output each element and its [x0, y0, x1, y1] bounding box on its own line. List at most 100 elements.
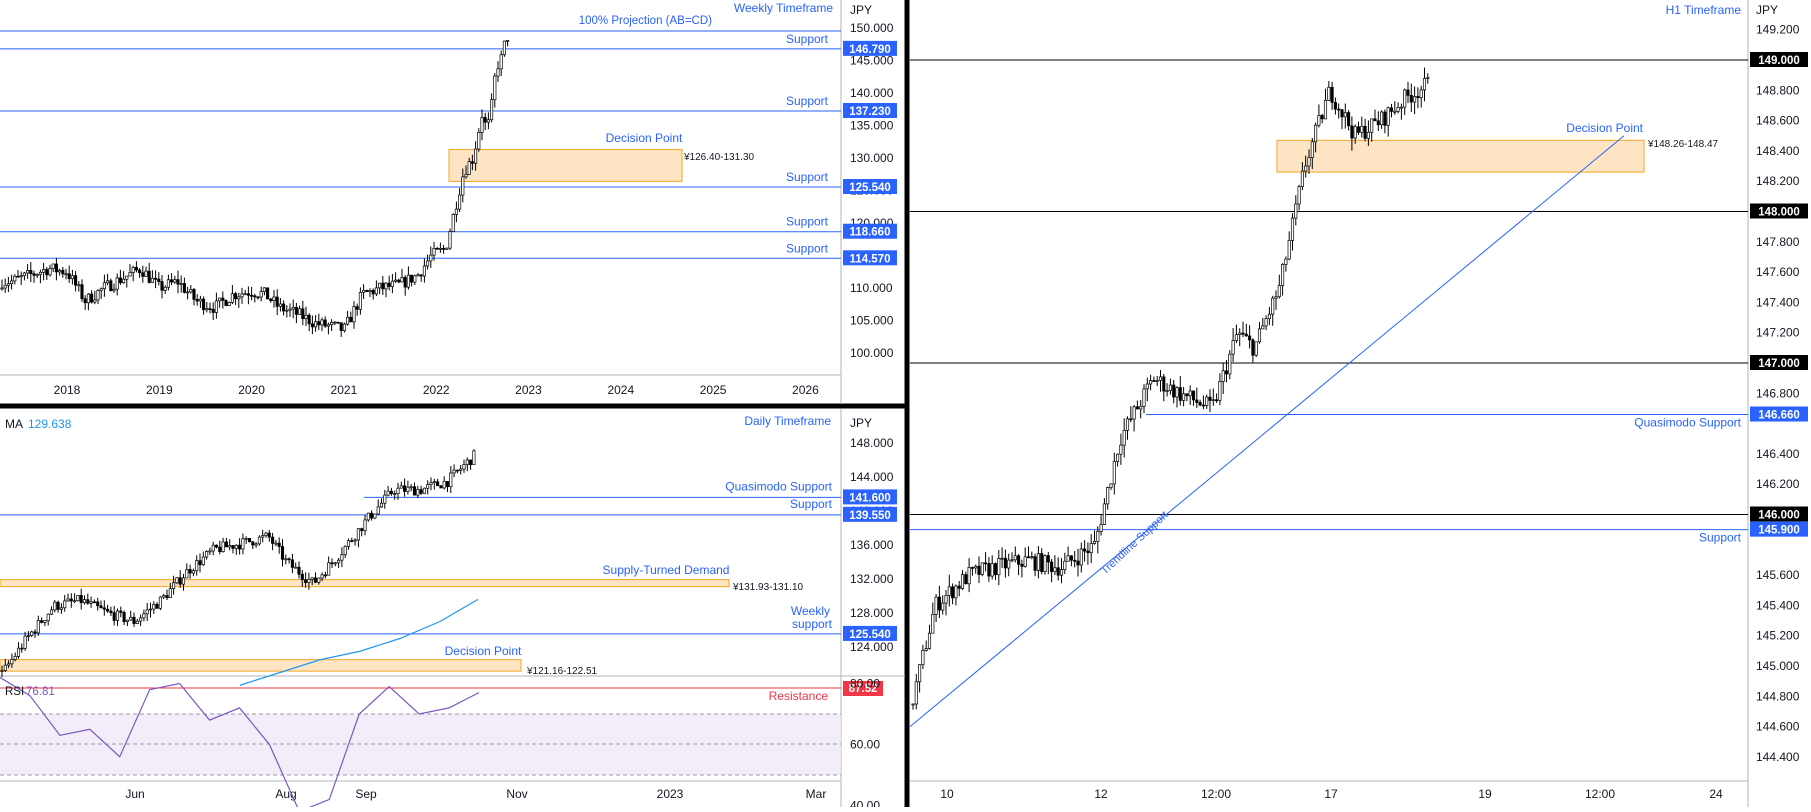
- h1-candle-body: [1211, 399, 1215, 402]
- daily-candle-body: [30, 631, 34, 636]
- weekly-x-tick: 2021: [331, 383, 358, 397]
- weekly-candle-body: [112, 288, 116, 292]
- h1-candle-body: [1145, 383, 1149, 390]
- h1-candle-body: [1244, 333, 1248, 337]
- h1-candle-body: [1191, 390, 1196, 401]
- weekly-candle-body: [490, 99, 494, 121]
- h1-level-label: Quasimodo Support: [1634, 416, 1741, 430]
- h1-candle-body: [1399, 106, 1403, 109]
- daily-candle-body: [16, 647, 21, 657]
- rsi-resistance-badge: [843, 681, 883, 696]
- daily-candle-body: [337, 559, 341, 564]
- h1-candle-body: [1271, 297, 1275, 315]
- h1-candle-body: [964, 574, 968, 585]
- daily-candle-body: [360, 528, 364, 532]
- weekly-currency-label: JPY: [850, 3, 872, 17]
- weekly-candle-body: [131, 266, 135, 273]
- weekly-decision-zone: [448, 149, 683, 182]
- h1-y-tick: 144.600: [1756, 720, 1800, 734]
- weekly-candle-body: [256, 296, 260, 299]
- weekly-candle-body: [67, 273, 71, 280]
- daily-x-axis: Jun Aug Sep Nov 2023 Mar: [125, 787, 826, 801]
- h1-candle-body: [1149, 380, 1153, 385]
- weekly-y-tick: 150.000: [850, 21, 894, 35]
- weekly-candle-body: [323, 319, 327, 327]
- weekly-level-label: Support: [786, 241, 829, 255]
- h1-candle-body: [1409, 95, 1413, 103]
- h1-candle-body: [970, 567, 974, 569]
- weekly-candle-body: [454, 208, 458, 215]
- weekly-x-tick: 2025: [700, 383, 727, 397]
- h1-candle-body: [1287, 240, 1291, 260]
- weekly-candle-body: [176, 279, 180, 285]
- weekly-candle-body: [253, 295, 257, 298]
- h1-candle-body: [1033, 556, 1037, 571]
- daily-candle-body: [221, 541, 225, 552]
- daily-candle-body: [165, 595, 169, 599]
- weekly-candle-body: [150, 277, 154, 283]
- daily-candle-body: [346, 540, 351, 547]
- daily-level-value-badge: [843, 625, 897, 641]
- weekly-candle-body: [310, 323, 314, 328]
- daily-candle-body: [132, 616, 136, 624]
- h1-candle-body: [927, 632, 932, 649]
- h1-x-tick: 10: [940, 787, 954, 801]
- h1-candle-body: [1162, 376, 1166, 392]
- weekly-candle-body: [330, 321, 334, 326]
- h1-candle-body: [1096, 531, 1100, 542]
- daily-level-value: 125.540: [849, 629, 891, 641]
- weekly-candle-body: [506, 40, 510, 42]
- h1-level-value: 146.660: [1758, 410, 1800, 422]
- daily-y-tick: 144.000: [850, 470, 894, 484]
- daily-candle-body: [356, 528, 360, 541]
- weekly-candle-body: [304, 314, 308, 320]
- daily-decision-range: ¥121.16-122.51: [526, 666, 598, 677]
- h1-candle-body: [1089, 543, 1093, 554]
- h1-candle-body: [1063, 560, 1067, 570]
- weekly-candle-body: [445, 247, 449, 250]
- h1-candle-body: [1076, 560, 1080, 566]
- h1-candle-body: [1135, 406, 1139, 410]
- weekly-y-tick: 100.000: [850, 346, 894, 360]
- weekly-level-value: 146.790: [849, 44, 891, 56]
- daily-candle-body: [10, 659, 14, 665]
- h1-trendline: [909, 135, 1625, 727]
- daily-level-label: support: [792, 617, 833, 631]
- weekly-candle-body: [202, 298, 206, 311]
- weekly-candle-body: [6, 283, 10, 286]
- h1-candle-body: [980, 562, 984, 575]
- daily-candle-body: [195, 560, 199, 572]
- h1-decision-zone: [1276, 139, 1645, 173]
- h1-y-tick: 147.800: [1756, 235, 1800, 249]
- weekly-candle-body: [349, 316, 353, 323]
- weekly-candle-body: [16, 275, 20, 278]
- weekly-candle-body: [208, 308, 212, 310]
- weekly-candle-body: [272, 296, 276, 302]
- daily-candle-body: [416, 489, 420, 496]
- weekly-level-label: Support: [786, 215, 829, 229]
- weekly-level-label: Support: [786, 170, 829, 184]
- weekly-candle-body: [93, 299, 97, 303]
- weekly-candle-body: [496, 68, 500, 77]
- h1-y-tick: 149.200: [1756, 23, 1800, 37]
- daily-candle-body: [396, 487, 400, 494]
- weekly-level-value-badge: [843, 40, 897, 56]
- rsi-y-tick: 60.00: [850, 738, 880, 752]
- weekly-candle-body: [426, 260, 430, 267]
- daily-candle-body: [228, 545, 232, 548]
- daily-candle-body: [350, 540, 354, 542]
- weekly-level-value: 137.230: [849, 106, 891, 118]
- weekly-candle-body: [320, 319, 324, 326]
- weekly-candle-body: [435, 248, 439, 250]
- daily-level-value: 141.600: [849, 492, 891, 504]
- weekly-candle-body: [400, 277, 404, 283]
- h1-candle-body: [1195, 399, 1199, 403]
- h1-candle-body: [1175, 387, 1179, 398]
- daily-candle-body: [201, 556, 205, 566]
- weekly-candle-body: [74, 275, 78, 286]
- h1-candle-body: [1327, 87, 1331, 101]
- daily-candle-body: [208, 550, 212, 553]
- daily-candle-body: [452, 469, 456, 474]
- weekly-candle-body: [38, 271, 42, 276]
